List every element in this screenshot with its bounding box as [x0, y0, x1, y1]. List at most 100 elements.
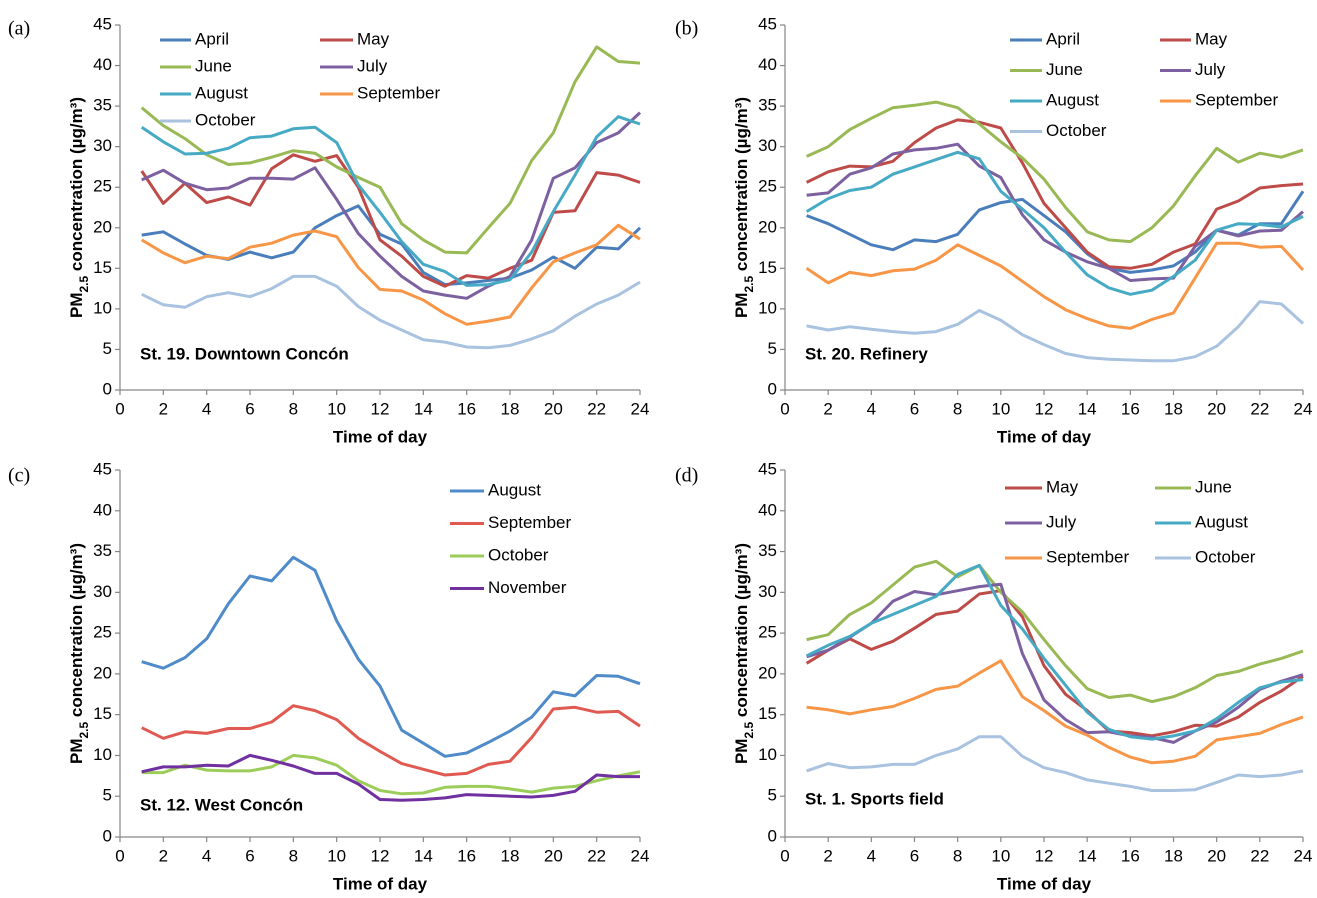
x-tick-label: 22: [587, 846, 606, 865]
y-axis-title: PM2.5 concentration (µg/m³): [732, 97, 756, 318]
y-axis-title-part: PM: [732, 293, 751, 319]
x-tick-label: 16: [1121, 846, 1140, 865]
legend-label: May: [1046, 477, 1079, 496]
series-line: [141, 204, 642, 287]
series-line: [806, 559, 1304, 704]
y-axis-title-part: concentration (µg/m³): [732, 97, 751, 276]
legend-label: October: [488, 545, 549, 564]
y-axis-title: PM2.5 concentration (µg/m³): [67, 97, 91, 318]
series-line: [805, 150, 1304, 296]
y-tick-label: 40: [93, 500, 112, 519]
x-tick-label: 12: [371, 399, 390, 418]
series-line: [805, 118, 1304, 270]
y-tick-label: 20: [758, 217, 777, 236]
x-tick-label: 10: [327, 399, 346, 418]
y-tick-label: 35: [93, 96, 112, 115]
x-axis-title: Time of day: [997, 874, 1092, 893]
x-tick-label: 24: [631, 399, 650, 418]
x-tick-label: 20: [1207, 846, 1226, 865]
y-tick-label: 0: [768, 379, 777, 398]
x-tick-label: 4: [867, 399, 876, 418]
y-tick-label: 10: [758, 745, 777, 764]
series-line: [805, 241, 1305, 330]
y-tick-label: 15: [758, 258, 777, 277]
y-tick-label: 35: [93, 541, 112, 560]
y-tick-label: 10: [758, 298, 777, 317]
series-line: [141, 704, 641, 777]
legend-label: June: [195, 56, 232, 75]
x-tick-label: 4: [202, 846, 211, 865]
x-tick-label: 18: [1164, 399, 1183, 418]
y-axis-title: PM2.5 concentration (µg/m³): [67, 543, 91, 764]
panel-label: (b): [675, 18, 698, 40]
y-axis-title-sub: 2.5: [77, 722, 91, 739]
legend-label: August: [1195, 512, 1248, 531]
y-tick-label: 25: [93, 623, 112, 642]
legend-label: November: [488, 578, 567, 597]
x-tick-label: 20: [544, 846, 563, 865]
legend-label: May: [1195, 29, 1228, 48]
y-tick-label: 45: [93, 14, 112, 33]
x-tick-label: 22: [1250, 846, 1269, 865]
x-tick-label: 2: [159, 846, 168, 865]
legend-label: September: [488, 513, 571, 532]
legend-label: July: [1195, 60, 1226, 79]
y-tick-label: 10: [93, 745, 112, 764]
legend-label: June: [1046, 60, 1083, 79]
y-tick-label: 20: [758, 663, 777, 682]
x-tick-label: 22: [1250, 399, 1269, 418]
x-tick-label: 10: [991, 846, 1010, 865]
y-tick-label: 30: [758, 136, 777, 155]
y-axis-title-part: PM: [67, 293, 86, 319]
legend-label: September: [1046, 547, 1129, 566]
y-tick-label: 35: [758, 96, 777, 115]
x-tick-label: 16: [1121, 399, 1140, 418]
x-tick-label: 12: [1035, 846, 1054, 865]
legend-label: October: [195, 110, 256, 129]
y-tick-label: 5: [103, 786, 112, 805]
legend-label: April: [195, 29, 229, 48]
series-line: [805, 563, 1304, 741]
x-tick-label: 10: [991, 399, 1010, 418]
series-line: [140, 45, 641, 255]
x-tick-label: 24: [1294, 399, 1313, 418]
x-tick-label: 6: [910, 399, 919, 418]
y-tick-label: 5: [103, 339, 112, 358]
series-line: [141, 274, 641, 350]
y-axis-title-part: concentration (µg/m³): [67, 97, 86, 276]
station-annotation: St. 19. Downtown Concón: [140, 344, 349, 363]
y-tick-label: 30: [758, 582, 777, 601]
series-line: [805, 100, 1304, 244]
y-axis-title-part: concentration (µg/m³): [732, 543, 751, 722]
x-tick-label: 8: [953, 399, 962, 418]
panel-label: (d): [675, 465, 698, 487]
series-line: [806, 659, 1304, 765]
y-axis-title-part: PM: [732, 739, 751, 765]
y-axis-title: PM2.5 concentration (µg/m³): [732, 543, 756, 764]
y-tick-label: 0: [768, 826, 777, 845]
y-tick-label: 45: [93, 459, 112, 478]
x-tick-label: 24: [631, 846, 650, 865]
x-tick-label: 0: [780, 846, 789, 865]
y-tick-label: 0: [103, 379, 112, 398]
x-tick-label: 18: [501, 846, 520, 865]
y-tick-label: 15: [758, 704, 777, 723]
x-axis-title: Time of day: [333, 427, 428, 446]
x-axis-title: Time of day: [997, 427, 1092, 446]
x-tick-label: 20: [1207, 399, 1226, 418]
x-axis-title: Time of day: [333, 874, 428, 893]
legend-label: August: [195, 83, 248, 102]
x-tick-label: 2: [823, 846, 832, 865]
series-line: [141, 111, 642, 300]
y-axis-title-sub: 2.5: [742, 276, 756, 293]
y-tick-label: 30: [93, 136, 112, 155]
y-tick-label: 35: [758, 541, 777, 560]
x-tick-label: 14: [414, 399, 433, 418]
y-tick-label: 5: [768, 339, 777, 358]
y-tick-label: 0: [103, 826, 112, 845]
x-tick-label: 10: [327, 846, 346, 865]
x-tick-label: 8: [289, 846, 298, 865]
x-tick-label: 0: [115, 399, 124, 418]
legend-label: September: [1195, 90, 1278, 109]
